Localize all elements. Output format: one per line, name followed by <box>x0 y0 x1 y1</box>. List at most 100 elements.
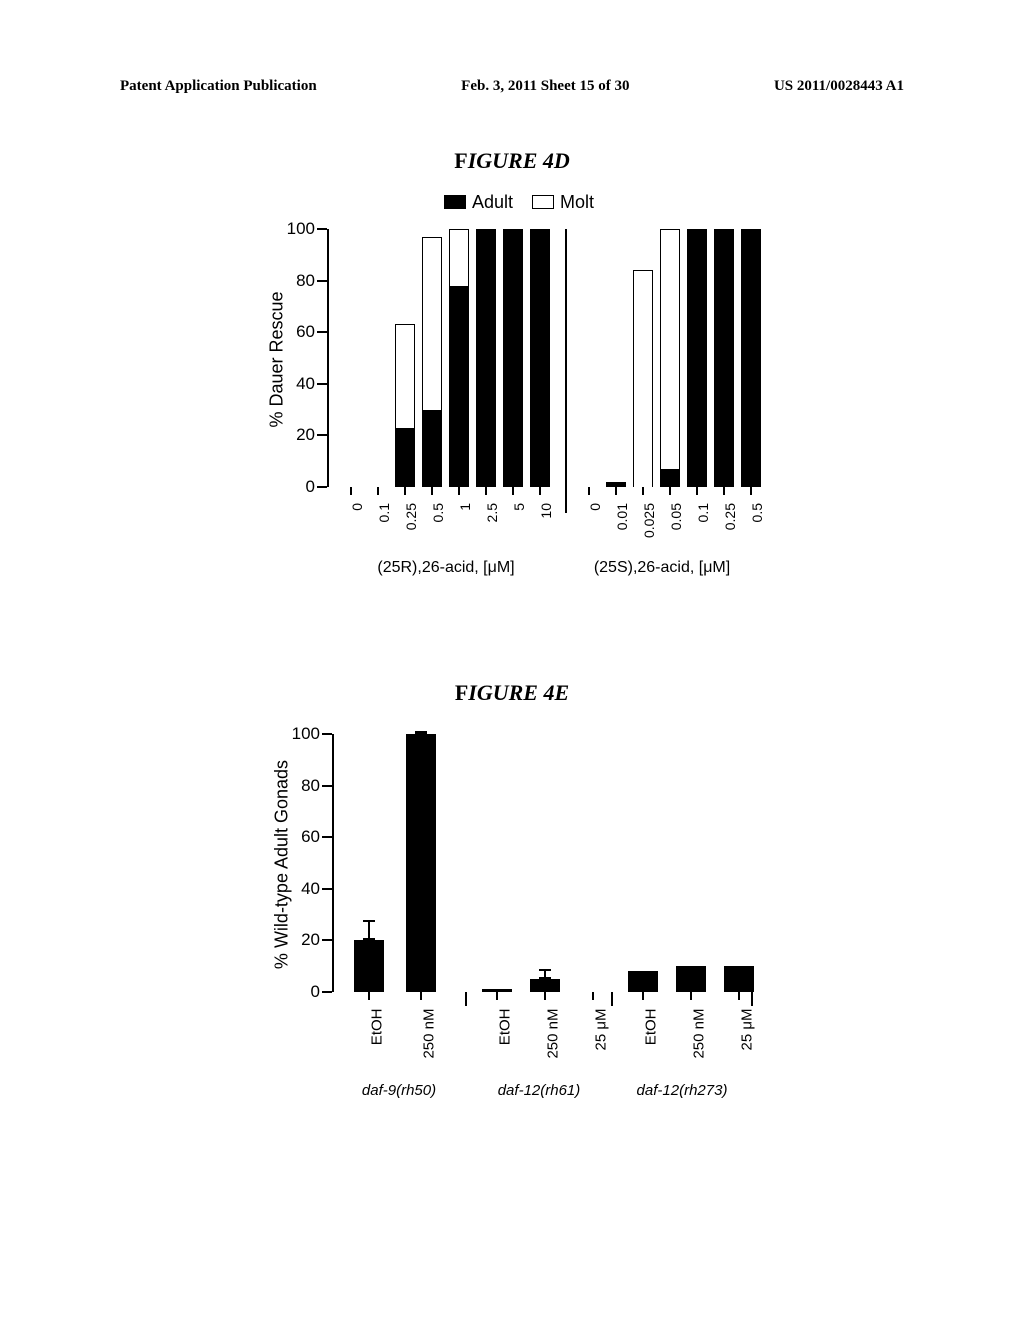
ytick <box>322 836 332 838</box>
xtick <box>738 992 740 1000</box>
bar-segment-molt <box>633 270 653 487</box>
xtick <box>377 487 379 495</box>
legend-swatch-adult <box>444 195 466 209</box>
bar-segment-adult <box>476 229 496 487</box>
xtick-label: 0.25 <box>403 503 419 563</box>
bar <box>476 229 496 487</box>
bar <box>354 940 384 992</box>
ytick-label: 40 <box>281 374 315 394</box>
ytick-label: 60 <box>286 827 320 847</box>
xtick <box>512 487 514 495</box>
xtick <box>615 487 617 495</box>
bar-segment-adult <box>714 229 734 487</box>
xtick-label: 1 <box>457 503 473 563</box>
xtick <box>642 992 644 1000</box>
ytick-label: 80 <box>281 271 315 291</box>
ytick <box>322 733 332 735</box>
ytick <box>317 331 327 333</box>
bar-segment-molt <box>449 229 469 286</box>
figure-4d-block: FIGURE 4D Adult Molt % Dauer Rescue 0204… <box>0 148 1024 639</box>
xtick <box>588 487 590 495</box>
group-separator <box>751 992 753 1006</box>
xaxis-title: (25S),26-acid, [μM] <box>567 559 757 577</box>
bar <box>530 229 550 487</box>
group-label: daf-9(rh50) <box>332 1082 466 1099</box>
bar-segment-molt <box>422 237 442 410</box>
bar <box>676 966 706 992</box>
bar-segment-adult <box>687 229 707 487</box>
figure-4e-block: FIGURE 4E % Wild-type Adult Gonads 02040… <box>0 680 1024 1169</box>
error-bar <box>544 969 546 979</box>
header-center: Feb. 3, 2011 Sheet 15 of 30 <box>461 78 629 95</box>
bar <box>633 270 653 487</box>
xtick <box>642 487 644 495</box>
group-separator <box>611 992 613 1006</box>
bar <box>406 734 436 992</box>
xtick-label: 0.1 <box>695 503 711 563</box>
bar <box>714 229 734 487</box>
xtick-label: 0.025 <box>641 503 657 563</box>
xtick <box>485 487 487 495</box>
ytick-label: 0 <box>286 982 320 1002</box>
xtick <box>723 487 725 495</box>
xtick-label: 10 <box>538 503 554 563</box>
ytick <box>322 939 332 941</box>
header-right: US 2011/0028443 A1 <box>774 78 904 95</box>
bar <box>741 229 761 487</box>
xtick-label: EtOH <box>643 1009 660 1089</box>
ytick <box>322 888 332 890</box>
xtick-label: 0.25 <box>722 503 738 563</box>
bar-segment-molt <box>395 324 415 427</box>
xtick <box>669 487 671 495</box>
xtick-label: 5 <box>511 503 527 563</box>
xtick <box>458 487 460 495</box>
xtick-label: 250 nM <box>545 1009 562 1089</box>
xtick-label: 0.5 <box>430 503 446 563</box>
xtick <box>496 992 498 1000</box>
ytick-label: 80 <box>286 776 320 796</box>
ytick <box>317 228 327 230</box>
page-header: Patent Application Publication Feb. 3, 2… <box>0 78 1024 95</box>
ytick <box>317 383 327 385</box>
xtick <box>544 992 546 1000</box>
group-separator <box>465 992 467 1006</box>
ytick <box>317 486 327 488</box>
ytick-label: 0 <box>281 477 315 497</box>
bar-segment-adult <box>660 469 680 487</box>
ytick-label: 20 <box>281 425 315 445</box>
bar-segment-adult <box>503 229 523 487</box>
error-bar <box>368 920 370 941</box>
bar <box>628 971 658 992</box>
bar-segment-adult <box>422 410 442 487</box>
bar-segment-adult <box>395 428 415 487</box>
xtick <box>592 992 594 1000</box>
legend-swatch-molt <box>532 195 554 209</box>
figure-4e-title: FIGURE 4E <box>0 680 1024 706</box>
bar <box>449 229 469 487</box>
bar-segment-adult <box>741 229 761 487</box>
bar <box>395 324 415 487</box>
xtick <box>539 487 541 495</box>
ytick-label: 100 <box>286 724 320 744</box>
chart-4d-wrap: Adult Molt % Dauer Rescue 02040608010000… <box>267 192 757 639</box>
bar-segment-adult <box>449 286 469 487</box>
xtick-label: 25 μM <box>739 1009 756 1089</box>
bar-segment-adult <box>530 229 550 487</box>
xtick-label: 0 <box>349 503 365 563</box>
bar-segment-molt <box>660 229 680 469</box>
xtick <box>368 992 370 1000</box>
xtick-label: 0.1 <box>376 503 392 563</box>
error-bar <box>420 731 422 734</box>
header-left: Patent Application Publication <box>120 78 317 95</box>
xtick-label: 2.5 <box>484 503 500 563</box>
xtick-label: EtOH <box>497 1009 514 1089</box>
ytick-label: 60 <box>281 322 315 342</box>
xtick-label: 0 <box>587 503 603 563</box>
group-label: daf-12(rh273) <box>612 1082 752 1099</box>
ytick <box>317 434 327 436</box>
legend-label-molt: Molt <box>560 192 594 212</box>
xtick-label: 0.05 <box>668 503 684 563</box>
figure-4d-title: FIGURE 4D <box>0 148 1024 174</box>
xtick <box>750 487 752 495</box>
chart-4d-legend: Adult Molt <box>267 192 757 213</box>
